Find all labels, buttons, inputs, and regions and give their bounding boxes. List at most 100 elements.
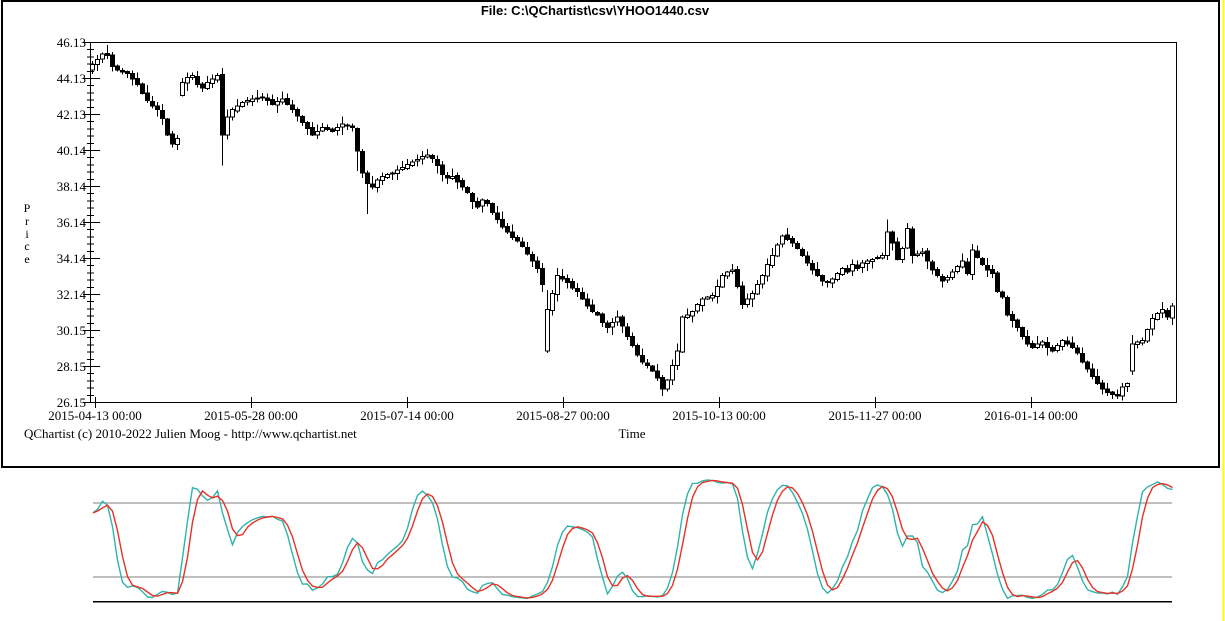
candle-up: [885, 231, 890, 256]
candle-up: [260, 96, 265, 99]
candle-down: [510, 231, 515, 239]
candle-down: [220, 74, 225, 136]
candle-up: [405, 164, 410, 169]
y-tick-label: 44.13: [56, 70, 86, 86]
candle-down: [285, 97, 290, 105]
candle-down: [845, 268, 850, 273]
candle-down: [990, 268, 995, 275]
x-tick-label: 2015-08-27 00:00: [516, 408, 610, 423]
y-tick-label: 26.15: [56, 394, 86, 410]
candle-up: [900, 247, 905, 261]
candle-up: [680, 316, 685, 353]
candle-up: [880, 255, 885, 259]
candle-up: [175, 138, 180, 145]
candle-down: [265, 97, 270, 102]
candle-down: [295, 108, 300, 117]
candle-down: [540, 268, 545, 285]
candle-up: [1145, 329, 1150, 342]
candle-down: [125, 71, 130, 75]
candle-up: [775, 244, 780, 257]
candle-up: [720, 274, 725, 288]
candle-down: [350, 125, 355, 129]
candle-down: [165, 118, 170, 136]
candle-down: [300, 115, 305, 123]
candle-down: [310, 127, 315, 136]
candle-down: [290, 104, 295, 111]
candle-up: [850, 264, 855, 272]
candle-up: [715, 285, 720, 297]
candle-up: [1135, 341, 1140, 346]
candle-down: [530, 253, 535, 262]
candle-down: [505, 226, 510, 233]
candle-down: [1065, 340, 1070, 345]
candle-down: [195, 75, 200, 85]
candle-down: [1165, 309, 1170, 318]
candle-down: [1095, 375, 1100, 385]
candle-up: [95, 58, 100, 65]
candle-down: [535, 260, 540, 269]
candle-down: [1030, 343, 1035, 349]
candle-up: [335, 127, 340, 131]
candle-up: [1060, 339, 1065, 348]
candle-up: [230, 109, 235, 118]
candle-down: [170, 133, 175, 145]
candle-down: [635, 344, 640, 356]
candle-up: [190, 74, 195, 78]
candle-down: [1080, 353, 1085, 363]
candle-down: [890, 231, 895, 244]
candle-down: [600, 313, 605, 323]
candle-down: [660, 376, 665, 390]
candle-up: [915, 253, 920, 256]
candle-up: [780, 235, 785, 245]
candle-up: [225, 116, 230, 136]
x-axis-title: Time: [618, 426, 646, 441]
window-title: File: C:\QChartist\csv\YHOO1440.csv: [480, 3, 710, 18]
candle-up: [840, 267, 845, 276]
candle-up: [450, 175, 455, 180]
candle-up: [765, 264, 770, 277]
candle-up: [250, 98, 255, 103]
candle-up: [555, 274, 560, 295]
candle-down: [445, 175, 450, 179]
candlestick-series[interactable]: [90, 44, 1175, 401]
candle-down: [1000, 291, 1005, 298]
candle-down: [575, 287, 580, 293]
candle-down: [925, 250, 930, 262]
stoch-slow-line: [92, 479, 1173, 599]
candle-down: [820, 275, 825, 282]
candle-down: [1085, 361, 1090, 370]
candle-down: [1070, 342, 1075, 349]
candle-down: [735, 268, 740, 287]
candle-up: [905, 228, 910, 249]
candle-down: [115, 65, 120, 71]
candle-up: [835, 273, 840, 281]
candle-down: [590, 304, 595, 313]
candle-down: [1045, 342, 1050, 349]
oscillator-panel[interactable]: [92, 479, 1173, 603]
candle-up: [400, 166, 405, 171]
candle-down: [110, 54, 115, 67]
candle-up: [725, 271, 730, 277]
candle-down: [815, 269, 820, 276]
main-plot-axes: [83, 42, 1177, 408]
candle-up: [1120, 386, 1125, 397]
candle-up: [480, 199, 485, 207]
candle-down: [160, 109, 165, 120]
candle-up: [670, 365, 675, 381]
candle-up: [770, 255, 775, 266]
candle-down: [595, 311, 600, 316]
candle-up: [210, 78, 215, 85]
candle-down: [1050, 347, 1055, 352]
candle-down: [585, 298, 590, 307]
candle-up: [385, 174, 390, 178]
candle-down: [435, 158, 440, 167]
candle-down: [935, 268, 940, 276]
candle-up: [675, 350, 680, 366]
candle-down: [605, 322, 610, 329]
candle-up: [1035, 343, 1040, 348]
y-tick-label: 38.14: [56, 178, 86, 194]
candle-down: [630, 335, 635, 347]
candle-up: [275, 101, 280, 106]
